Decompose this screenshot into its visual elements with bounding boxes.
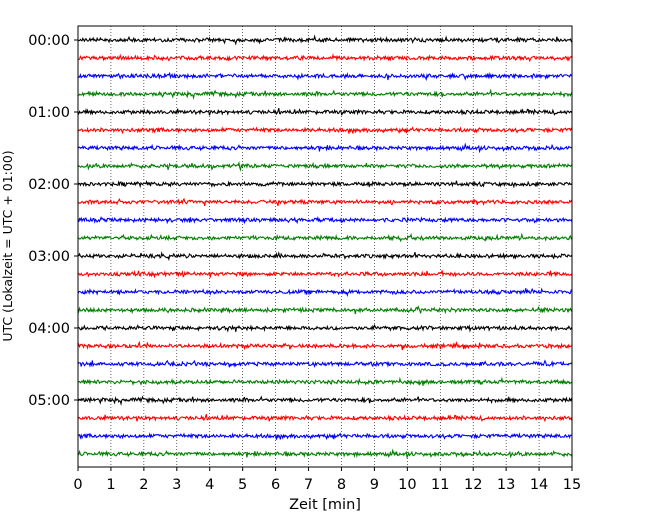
trace-row xyxy=(77,340,573,351)
x-tick-label: 11 xyxy=(431,477,449,493)
x-tick-label: 0 xyxy=(73,477,82,493)
trace-row xyxy=(77,107,573,116)
trace-row xyxy=(77,432,573,441)
x-tick-label: 10 xyxy=(398,477,416,493)
plot-frame xyxy=(77,25,573,468)
trace-row xyxy=(77,71,573,82)
y-axis: 00:00 01:00 02:00 03:00 04:00 05:00 xyxy=(28,33,78,409)
trace-row xyxy=(77,232,573,243)
trace-row xyxy=(77,160,573,172)
x-tick-label: 8 xyxy=(337,477,346,493)
trace-row xyxy=(77,53,573,63)
traces xyxy=(77,34,573,460)
trace-row xyxy=(77,376,573,386)
trace-row xyxy=(77,179,573,189)
y-tick-label: 03:00 xyxy=(28,249,70,265)
x-tick-label: 13 xyxy=(497,477,515,493)
x-tick-label: 6 xyxy=(271,477,280,493)
trace-row xyxy=(77,142,573,154)
trace-row xyxy=(77,269,573,279)
x-tick-label: 15 xyxy=(563,477,581,493)
trace-row xyxy=(77,88,573,100)
y-tick-label: 02:00 xyxy=(28,177,70,193)
x-tick-label: 12 xyxy=(464,477,482,493)
trace-row xyxy=(77,34,573,46)
x-tick-label: 2 xyxy=(139,477,148,493)
x-tick-label: 1 xyxy=(106,477,115,493)
x-tick-label: 14 xyxy=(530,477,548,493)
x-axis: 0 1 2 3 4 5 6 7 8 9 10 11 12 13 14 15 xyxy=(73,467,581,493)
trace-row xyxy=(77,324,573,333)
x-axis-label: Zeit [min] xyxy=(289,497,361,513)
trace-row xyxy=(77,395,573,406)
y-axis-label: UTC (Lokalzeit = UTC + 01:00) xyxy=(0,150,15,341)
x-tick-label: 5 xyxy=(238,477,247,493)
trace-row xyxy=(77,287,573,297)
plot-background xyxy=(78,26,572,467)
y-tick-label: 01:00 xyxy=(28,105,70,121)
trace-row xyxy=(77,304,573,315)
x-tick-label: 4 xyxy=(205,477,214,493)
trace-row xyxy=(77,215,573,225)
trace-row xyxy=(77,359,573,368)
x-tick-label: 9 xyxy=(370,477,379,493)
y-tick-label: 00:00 xyxy=(28,33,70,49)
trace-row xyxy=(77,197,573,207)
x-tick-label: 7 xyxy=(304,477,313,493)
trace-row xyxy=(77,251,573,262)
trace-row xyxy=(77,448,573,460)
y-tick-label: 04:00 xyxy=(28,321,70,337)
trace-row xyxy=(77,413,573,423)
x-tick-label: 3 xyxy=(172,477,181,493)
y-tick-label: 05:00 xyxy=(28,393,70,409)
trace-row xyxy=(77,126,573,135)
